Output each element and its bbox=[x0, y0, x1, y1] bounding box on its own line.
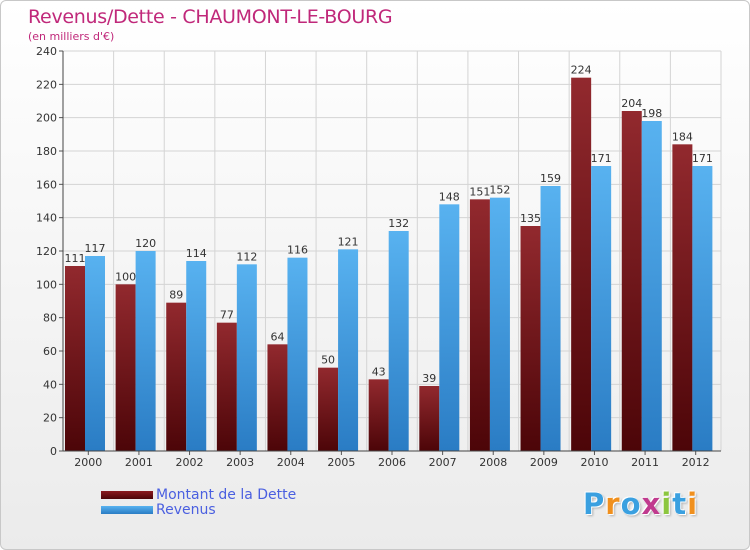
bar-dette-2011 bbox=[621, 111, 642, 451]
bar-dette-2007 bbox=[419, 386, 440, 451]
x-tick-label: 2003 bbox=[226, 456, 254, 469]
x-tick-label: 2007 bbox=[429, 456, 457, 469]
bar-dette-2004 bbox=[267, 344, 288, 451]
y-tick-label: 100 bbox=[36, 278, 57, 291]
x-tick-label: 2009 bbox=[530, 456, 558, 469]
y-tick-label: 200 bbox=[36, 112, 57, 125]
bar-dette-2000 bbox=[65, 266, 85, 451]
x-tick-label: 2006 bbox=[378, 456, 406, 469]
data-label: 171 bbox=[591, 152, 612, 165]
logo-letter: P bbox=[583, 487, 606, 521]
data-label: 100 bbox=[115, 270, 136, 283]
x-tick-label: 2004 bbox=[277, 456, 305, 469]
chart-title: Revenus/Dette - CHAUMONT-LE-BOURG bbox=[28, 6, 393, 28]
bar-dette-2003 bbox=[216, 322, 237, 451]
y-tick-label: 0 bbox=[50, 445, 57, 458]
bar-revenus-2005 bbox=[338, 249, 359, 451]
logo-letter: x bbox=[641, 487, 662, 521]
bar-revenus-2009 bbox=[540, 186, 561, 451]
chart-subtitle: (en milliers d'€) bbox=[28, 30, 115, 43]
y-tick-label: 20 bbox=[43, 412, 57, 425]
bar-revenus-2010 bbox=[591, 166, 612, 451]
data-label: 116 bbox=[287, 244, 308, 257]
x-tick-label: 2001 bbox=[125, 456, 153, 469]
bar-revenus-2008 bbox=[489, 197, 510, 451]
data-label: 117 bbox=[85, 242, 106, 255]
bar-dette-2008 bbox=[469, 199, 490, 451]
data-label: 151 bbox=[469, 185, 490, 198]
y-tick-label: 140 bbox=[36, 212, 57, 225]
data-label: 120 bbox=[135, 237, 156, 250]
legend-swatch-revenus bbox=[101, 506, 153, 514]
bar-revenus-2003 bbox=[236, 264, 257, 451]
x-tick-label: 2012 bbox=[682, 456, 710, 469]
bar-revenus-2011 bbox=[641, 121, 662, 451]
bar-revenus-2002 bbox=[186, 261, 207, 451]
data-label: 148 bbox=[439, 190, 460, 203]
data-label: 39 bbox=[422, 372, 436, 385]
data-label: 64 bbox=[270, 330, 284, 343]
bar-dette-2009 bbox=[520, 226, 541, 451]
x-tick-label: 2010 bbox=[580, 456, 608, 469]
bar-dette-2012 bbox=[672, 144, 693, 452]
legend-label-dette: Montant de la Dette bbox=[156, 487, 297, 503]
data-label: 112 bbox=[236, 250, 257, 263]
data-label: 184 bbox=[672, 130, 693, 143]
logo-letter: o bbox=[620, 487, 642, 521]
bar-revenus-2004 bbox=[287, 257, 308, 451]
y-tick-label: 220 bbox=[36, 78, 57, 91]
bar-dette-2006 bbox=[368, 379, 389, 451]
bar-dette-2010 bbox=[571, 77, 592, 452]
logo-letter: r bbox=[605, 487, 621, 521]
data-label: 114 bbox=[186, 247, 207, 260]
y-tick-label: 160 bbox=[36, 178, 57, 191]
data-label: 159 bbox=[540, 172, 561, 185]
x-tick-label: 2008 bbox=[479, 456, 507, 469]
logo-letter: i bbox=[661, 487, 673, 521]
data-label: 171 bbox=[692, 152, 713, 165]
x-tick-label: 2002 bbox=[176, 456, 204, 469]
logo-letter: t bbox=[672, 487, 688, 521]
data-label: 77 bbox=[220, 309, 234, 322]
y-tick-label: 180 bbox=[36, 145, 57, 158]
data-label: 89 bbox=[169, 289, 183, 302]
y-tick-label: 240 bbox=[36, 45, 57, 58]
bar-revenus-2007 bbox=[439, 204, 460, 451]
data-label: 204 bbox=[621, 97, 642, 110]
y-tick-label: 80 bbox=[43, 312, 57, 325]
legend-label-revenus: Revenus bbox=[156, 502, 216, 518]
bar-revenus-2006 bbox=[388, 231, 409, 451]
bar-revenus-2000 bbox=[85, 256, 105, 451]
data-label: 198 bbox=[641, 107, 662, 120]
y-tick-label: 60 bbox=[43, 345, 57, 358]
data-label: 132 bbox=[388, 217, 409, 230]
x-tick-label: 2011 bbox=[631, 456, 659, 469]
logo-letter: i bbox=[687, 487, 699, 521]
bar-dette-2005 bbox=[318, 367, 339, 451]
x-tick-label: 2005 bbox=[327, 456, 355, 469]
bar-revenus-2012 bbox=[692, 166, 713, 451]
y-tick-label: 40 bbox=[43, 378, 57, 391]
legend-swatch-dette bbox=[101, 491, 153, 499]
data-label: 50 bbox=[321, 354, 335, 367]
data-label: 224 bbox=[571, 64, 592, 77]
data-label: 111 bbox=[65, 252, 86, 265]
x-tick-label: 2000 bbox=[74, 456, 102, 469]
data-label: 152 bbox=[489, 184, 510, 197]
data-label: 43 bbox=[372, 365, 386, 378]
bar-dette-2002 bbox=[166, 302, 187, 451]
proxiti-logo: Proxiti bbox=[583, 487, 698, 521]
bar-revenus-2001 bbox=[135, 251, 156, 451]
data-label: 121 bbox=[338, 235, 359, 248]
bar-dette-2001 bbox=[115, 284, 136, 451]
data-label: 135 bbox=[520, 212, 541, 225]
y-tick-label: 120 bbox=[36, 245, 57, 258]
